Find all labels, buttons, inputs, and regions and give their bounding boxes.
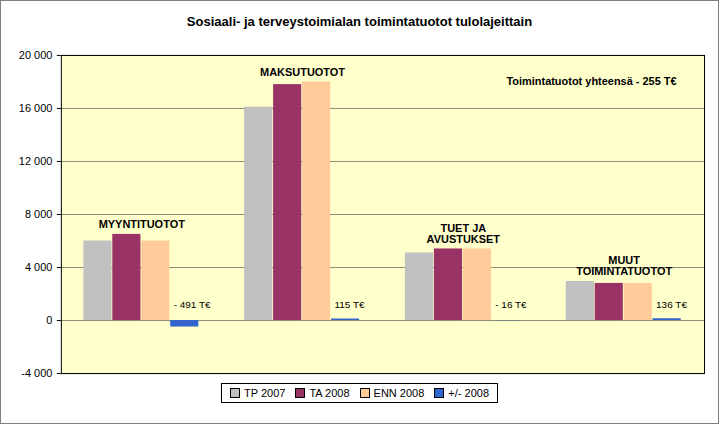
svg-text:MYYNTITUOTOT: MYYNTITUOTOT: [99, 218, 186, 230]
html-text:TP 2007: TP 2007: [244, 387, 286, 399]
svg-text:- 16 T€: - 16 T€: [495, 299, 527, 310]
svg-text:16 000: 16 000: [19, 102, 53, 114]
svg-text:TUET JAAVUSTUKSET: TUET JAAVUSTUKSET: [427, 222, 501, 245]
svg-text:8 000: 8 000: [25, 208, 52, 220]
svg-text:4 000: 4 000: [25, 261, 52, 273]
html-text:TA 2008: TA 2008: [309, 387, 350, 399]
svg-text:0: 0: [46, 314, 52, 326]
svg-text:-4 000: -4 000: [21, 367, 52, 379]
html-text:+/- 2008: +/- 2008: [448, 387, 489, 399]
svg-text:115 T€: 115 T€: [334, 299, 365, 310]
html-text:Sosiaali- ja terveystoimialan: Sosiaali- ja terveystoimialan toimintatu…: [186, 14, 533, 29]
svg-text:MUUTTOIMINTATUOTOT: MUUTTOIMINTATUOTOT: [576, 254, 672, 277]
svg-text:MAKSUTUOTOT: MAKSUTUOTOT: [260, 66, 345, 78]
svg-text:136 T€: 136 T€: [656, 299, 687, 310]
html-text:ENN 2008: ENN 2008: [373, 387, 425, 399]
svg-text:20 000: 20 000: [19, 49, 53, 61]
svg-text:- 491 T€: - 491 T€: [174, 299, 211, 310]
svg-text:Toimintatuotot yhteensä - 255: Toimintatuotot yhteensä - 255 T€: [506, 75, 676, 87]
svg-text:12 000: 12 000: [19, 155, 53, 167]
